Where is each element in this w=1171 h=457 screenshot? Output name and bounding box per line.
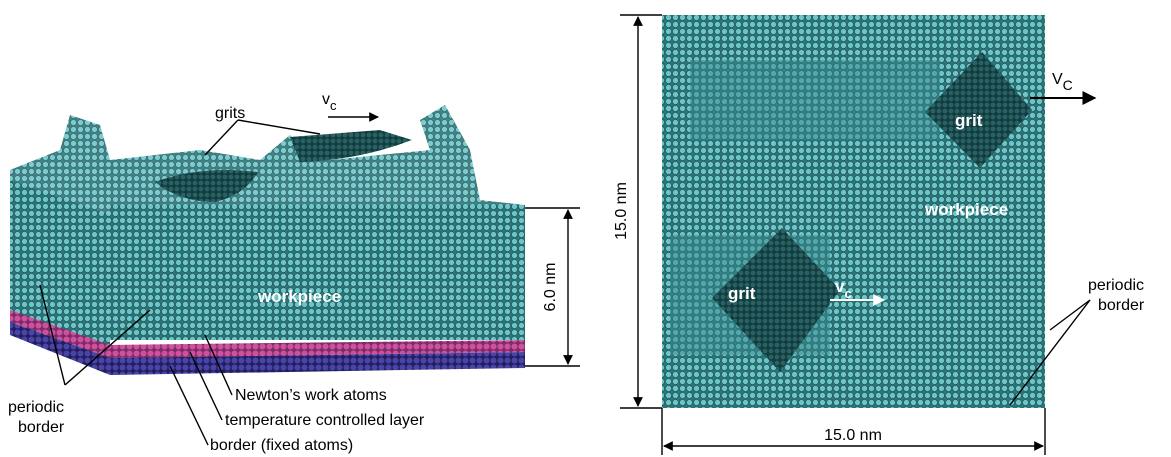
v-main: v bbox=[322, 91, 330, 108]
left-panel: grits vc workpiece 6.0 nm periodic borde… bbox=[8, 91, 580, 454]
grit-label: grit bbox=[728, 284, 756, 303]
v-sub: C bbox=[1063, 77, 1073, 93]
height-label: 15.0 nm bbox=[613, 182, 630, 240]
height-label: 6.0 nm bbox=[542, 263, 559, 312]
width-label: 15.0 nm bbox=[824, 427, 882, 444]
leader bbox=[205, 120, 238, 155]
right-panel: grit grit workpiece VC vc 15.0 nm 15.0 n… bbox=[613, 15, 1145, 455]
velocity-label: VC bbox=[1052, 71, 1073, 93]
periodic-border-label: periodic bbox=[8, 399, 64, 416]
periodic-border-label: periodic bbox=[1088, 277, 1144, 294]
layer-label: Newton’s work atoms bbox=[235, 387, 387, 404]
v-sub: c bbox=[330, 98, 337, 113]
block-top bbox=[10, 105, 525, 220]
block-front bbox=[110, 205, 525, 340]
periodic-border-label: border bbox=[18, 419, 65, 436]
layer-label: border (fixed atoms) bbox=[210, 437, 353, 454]
workpiece-label: workpiece bbox=[257, 287, 341, 306]
surface-region bbox=[690, 60, 940, 140]
grit-label: grit bbox=[955, 111, 983, 130]
periodic-border-label: border bbox=[1098, 297, 1145, 314]
workpiece-label: workpiece bbox=[924, 200, 1008, 219]
grits-label: grits bbox=[215, 105, 245, 122]
leader bbox=[238, 120, 320, 134]
layer-label: temperature controlled layer bbox=[225, 412, 425, 429]
v-main: V bbox=[1052, 71, 1063, 88]
velocity-label: vc bbox=[322, 91, 337, 113]
figure: grits vc workpiece 6.0 nm periodic borde… bbox=[0, 0, 1171, 457]
v-sub: c bbox=[844, 286, 851, 301]
